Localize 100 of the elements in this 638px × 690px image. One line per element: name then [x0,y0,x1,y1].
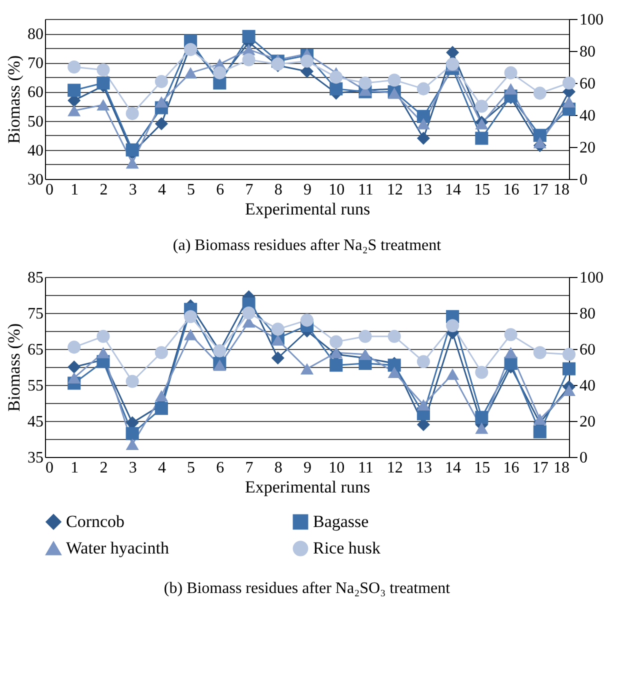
x-tick-label: 13 [416,460,432,476]
x-tick-label: 6 [216,182,224,198]
y-tick-label: 55 [28,378,44,394]
x-tick-label: 14 [445,182,462,198]
point [504,328,518,342]
y2-tick-label: 100 [580,270,604,286]
point [300,314,314,327]
y2-tick-label: 40 [580,378,596,394]
x-tick-label: 4 [158,460,166,476]
x-tick-label: 6 [216,460,224,476]
point [96,76,110,90]
point [184,43,198,56]
point [533,346,546,360]
point [184,328,198,340]
point [126,107,139,120]
y-tick-label: 60 [28,84,44,102]
y-tick-label: 50 [28,113,44,130]
point [330,346,343,358]
y2-tick-label: 60 [580,342,596,358]
y-tick-label: 70 [28,55,44,72]
point [330,358,343,372]
point [154,96,168,108]
point [388,74,401,87]
x-tick-label: 8 [274,182,282,198]
text: (b) Biomass residues after Na₂SO₃ treatment [164,580,451,597]
point [533,136,546,148]
point [68,60,81,74]
point [533,86,546,100]
point [504,346,518,358]
point [96,63,110,76]
point [533,128,546,142]
point [213,66,226,80]
x-tick-label: 9 [304,182,312,198]
point [475,410,488,424]
point [533,414,546,425]
y-tick-label: 85 [28,270,44,286]
x-tick-label: 3 [128,182,137,198]
y-tick-label: 65 [28,342,44,358]
point [68,104,81,116]
x-tick-label: 11 [358,182,374,198]
y-axis-title: Biomass (%) [4,323,24,412]
x-tick-label: 15 [474,460,490,476]
point [416,355,430,368]
point [126,427,139,440]
x-tick-label: 9 [304,460,312,476]
x-tick-label: 14 [445,460,462,476]
point [154,402,168,415]
y-tick-label: 75 [28,306,44,322]
point [242,53,256,66]
x-tick-label: 7 [245,460,254,476]
point [96,346,110,358]
point [358,348,372,360]
y-tick-label: 30 [28,172,44,188]
point [475,422,488,434]
point [96,330,110,343]
x-tick-label: 1 [70,182,79,198]
point [96,99,110,110]
point [562,362,576,376]
point [126,143,139,156]
point [330,335,343,348]
point [242,30,256,43]
point [416,399,430,410]
x-tick-label: 10 [328,182,345,198]
x-tick-label: 2 [100,460,108,476]
x-axis-title: Experimental runs [244,478,370,496]
x-tick-label: 11 [358,460,374,476]
x-tick-label: 17 [532,460,548,476]
point [475,118,488,130]
point [388,330,401,343]
y2-tick-label: 80 [580,44,596,60]
point [68,84,81,97]
x-tick-label: 7 [245,182,254,198]
point [242,306,256,320]
y2-tick-label: 100 [580,12,604,28]
point [330,70,343,84]
point [388,366,401,378]
y-tick-label: 80 [28,26,44,44]
y2-tick-label: 20 [580,414,596,430]
point [358,330,372,343]
point [416,118,430,130]
point [504,66,518,80]
point [271,351,284,365]
x-tick-label: 0 [46,460,54,476]
point [358,76,372,90]
point [446,319,460,332]
legend-label: Rice husk [313,538,382,558]
point [126,374,139,388]
point [416,132,430,145]
x-tick-label: 13 [416,182,432,198]
x-tick-label: 17 [532,182,548,198]
x-tick-label: 12 [386,182,403,198]
point [475,132,488,145]
x-tick-label: 0 [46,182,54,198]
x-tick-label: 5 [187,182,196,198]
point [504,83,518,94]
x-tick-label: 16 [503,460,520,476]
point [184,310,198,324]
y2-tick-label: 80 [580,306,596,322]
point [475,100,488,113]
point [416,418,430,432]
